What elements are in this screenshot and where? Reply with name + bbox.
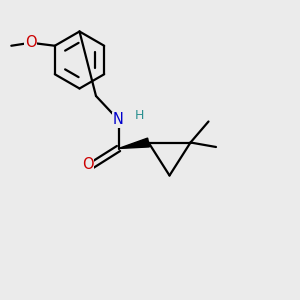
Text: O: O	[82, 157, 93, 172]
Polygon shape	[118, 138, 149, 148]
Text: H: H	[135, 109, 144, 122]
Text: O: O	[25, 35, 37, 50]
Text: N: N	[113, 112, 124, 128]
